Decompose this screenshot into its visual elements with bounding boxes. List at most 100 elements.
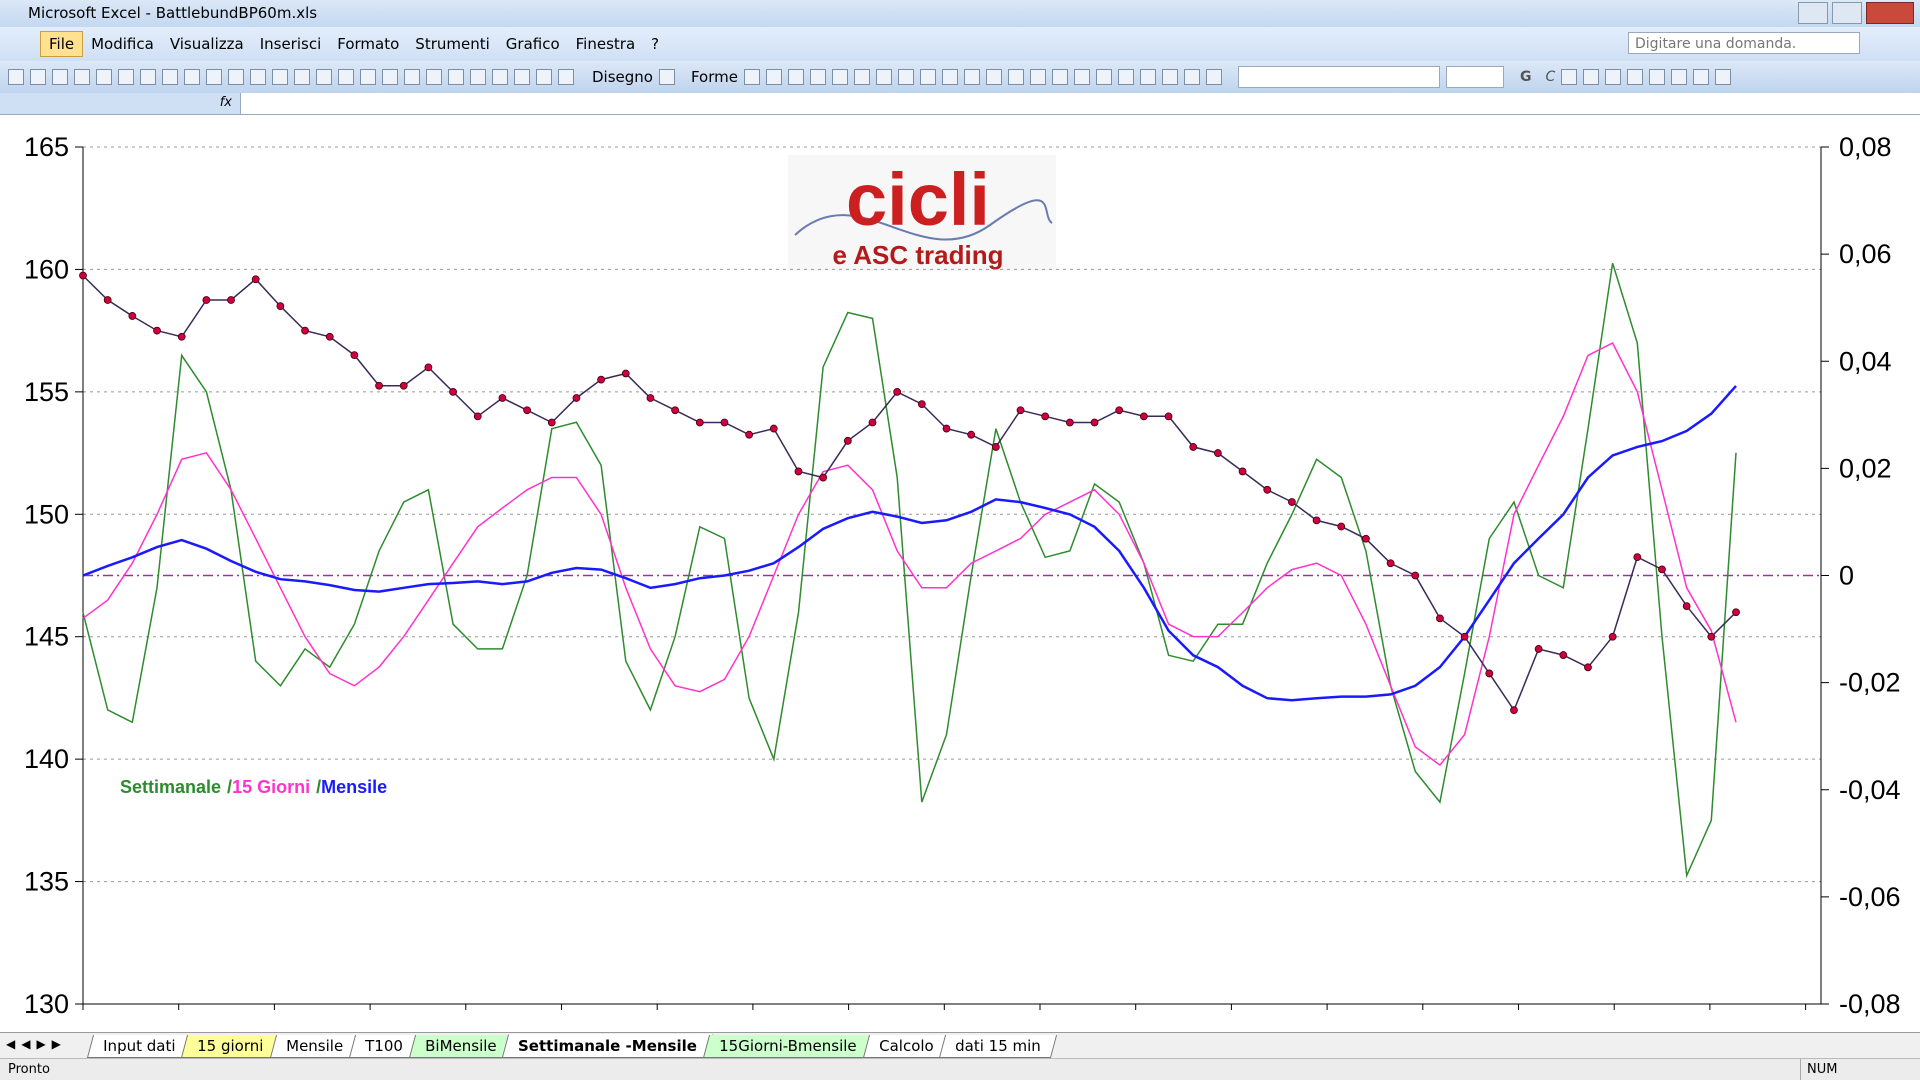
toolbar-button[interactable] xyxy=(1583,69,1600,85)
toolbar-button[interactable] xyxy=(558,69,574,85)
sheet-tab[interactable]: Calcolo xyxy=(862,1035,950,1058)
toolbar-button[interactable] xyxy=(1051,69,1068,85)
menu-item[interactable]: Strumenti xyxy=(415,35,490,53)
data-point xyxy=(498,394,507,402)
toolbar-button[interactable] xyxy=(338,69,354,85)
size-box[interactable] xyxy=(1445,66,1504,88)
toolbar-button[interactable] xyxy=(8,69,24,85)
sheet-tab[interactable]: Mensile xyxy=(269,1035,359,1058)
toolbar-button[interactable] xyxy=(382,69,398,85)
toolbar-button[interactable] xyxy=(1073,69,1090,85)
shapes-menu[interactable]: Forme xyxy=(690,68,738,86)
toolbar-button[interactable] xyxy=(1561,69,1578,85)
data-point xyxy=(1386,559,1395,568)
toolbar-button[interactable] xyxy=(294,69,310,85)
toolbar-button[interactable] xyxy=(1139,69,1156,85)
toolbar-button[interactable] xyxy=(1605,69,1622,85)
menu-item[interactable]: Finestra xyxy=(575,35,636,53)
toolbar-button[interactable] xyxy=(514,69,530,85)
toolbar-button[interactable] xyxy=(536,69,552,85)
toolbar-button[interactable] xyxy=(228,69,244,85)
toolbar-button[interactable] xyxy=(1161,69,1178,85)
italic-button[interactable]: C xyxy=(1545,69,1556,85)
toolbar-button[interactable] xyxy=(1715,69,1732,85)
data-point xyxy=(547,418,556,427)
help-search[interactable]: Digitare una domanda. xyxy=(1628,32,1860,54)
toolbar-button[interactable] xyxy=(184,69,200,85)
toolbar-button[interactable] xyxy=(1649,69,1666,85)
toolbar-button[interactable] xyxy=(426,69,442,85)
menu-item[interactable]: Inserisci xyxy=(259,35,322,53)
sheet-tab[interactable]: Input dati xyxy=(86,1035,192,1058)
toolbar-button[interactable] xyxy=(118,69,134,85)
sheet-tab[interactable]: 15 giorni xyxy=(181,1035,280,1058)
toolbar-button[interactable] xyxy=(140,69,156,85)
toolbar-button[interactable] xyxy=(272,69,288,85)
y2-tick-label: -0,02 xyxy=(1839,668,1901,698)
toolbar-button[interactable] xyxy=(658,69,675,85)
sheet-tab-label: Settimanale -Mensile xyxy=(518,1037,698,1055)
toolbar-button[interactable] xyxy=(941,69,958,85)
toolbar-button[interactable] xyxy=(1205,69,1222,85)
menu-item[interactable]: File xyxy=(40,31,84,57)
toolbar-button[interactable] xyxy=(492,69,508,85)
data-point xyxy=(745,430,754,439)
toolbar-button[interactable] xyxy=(1029,69,1046,85)
toolbar-button[interactable] xyxy=(448,69,464,85)
toolbar-button[interactable] xyxy=(206,69,222,85)
y2-tick-label: -0,06 xyxy=(1839,882,1901,912)
minimize-button[interactable] xyxy=(1798,2,1828,24)
toolbar-button[interactable] xyxy=(316,69,332,85)
toolbar-button[interactable] xyxy=(963,69,980,85)
toolbar-button[interactable] xyxy=(96,69,112,85)
toolbar-button[interactable] xyxy=(765,69,782,85)
bold-button[interactable]: G xyxy=(1519,69,1532,85)
toolbar-button[interactable] xyxy=(1627,69,1644,85)
name-box[interactable]: fx xyxy=(0,93,241,114)
toolbar-button[interactable] xyxy=(162,69,178,85)
toolbar-button[interactable] xyxy=(1095,69,1112,85)
sheet-tab[interactable]: BiMensile xyxy=(408,1035,513,1058)
toolbar-button[interactable] xyxy=(250,69,266,85)
data-point xyxy=(1485,669,1494,678)
tab-navigation[interactable]: ◀◀▶▶ xyxy=(6,1037,67,1051)
sheet-tab[interactable]: Settimanale -Mensile xyxy=(501,1034,714,1058)
toolbar-button[interactable] xyxy=(853,69,870,85)
y2-tick-label: -0,04 xyxy=(1839,775,1901,805)
sheet-tab[interactable]: dati 15 min xyxy=(939,1035,1057,1058)
toolbar-button[interactable] xyxy=(52,69,68,85)
maximize-button[interactable] xyxy=(1832,2,1862,24)
menu-item[interactable]: Modifica xyxy=(91,35,154,53)
toolbar-button[interactable] xyxy=(831,69,848,85)
toolbar-button[interactable] xyxy=(1671,69,1688,85)
toolbar-button[interactable] xyxy=(897,69,914,85)
data-point xyxy=(597,375,606,384)
menu-item[interactable]: Visualizza xyxy=(169,35,244,53)
toolbar-button[interactable] xyxy=(1007,69,1024,85)
menu-item[interactable]: ? xyxy=(651,35,660,53)
toolbar-button[interactable] xyxy=(470,69,486,85)
toolbar-button[interactable] xyxy=(404,69,420,85)
close-button[interactable] xyxy=(1866,2,1914,24)
toolbar-button[interactable] xyxy=(1183,69,1200,85)
toolbar-button[interactable] xyxy=(30,69,46,85)
toolbar-button[interactable] xyxy=(985,69,1002,85)
toolbar-button[interactable] xyxy=(875,69,892,85)
sheet-tab[interactable]: T100 xyxy=(348,1035,419,1058)
sheet-tab[interactable]: 15Giorni-Bmensile xyxy=(702,1035,873,1058)
toolbar-button[interactable] xyxy=(809,69,826,85)
toolbar-button[interactable] xyxy=(1693,69,1710,85)
toolbar-button[interactable] xyxy=(743,69,760,85)
toolbar-button[interactable] xyxy=(919,69,936,85)
drawing-menu[interactable]: Disegno xyxy=(592,68,653,86)
series-line xyxy=(82,341,1737,767)
menu-item[interactable]: Grafico xyxy=(505,35,560,53)
toolbar-button[interactable] xyxy=(74,69,90,85)
toolbar-button[interactable] xyxy=(787,69,804,85)
data-point xyxy=(769,424,778,433)
toolbar-button[interactable] xyxy=(360,69,376,85)
toolbar-button[interactable] xyxy=(1117,69,1134,85)
font-box[interactable] xyxy=(1237,66,1440,88)
data-point xyxy=(350,351,359,360)
menu-item[interactable]: Formato xyxy=(337,35,400,53)
